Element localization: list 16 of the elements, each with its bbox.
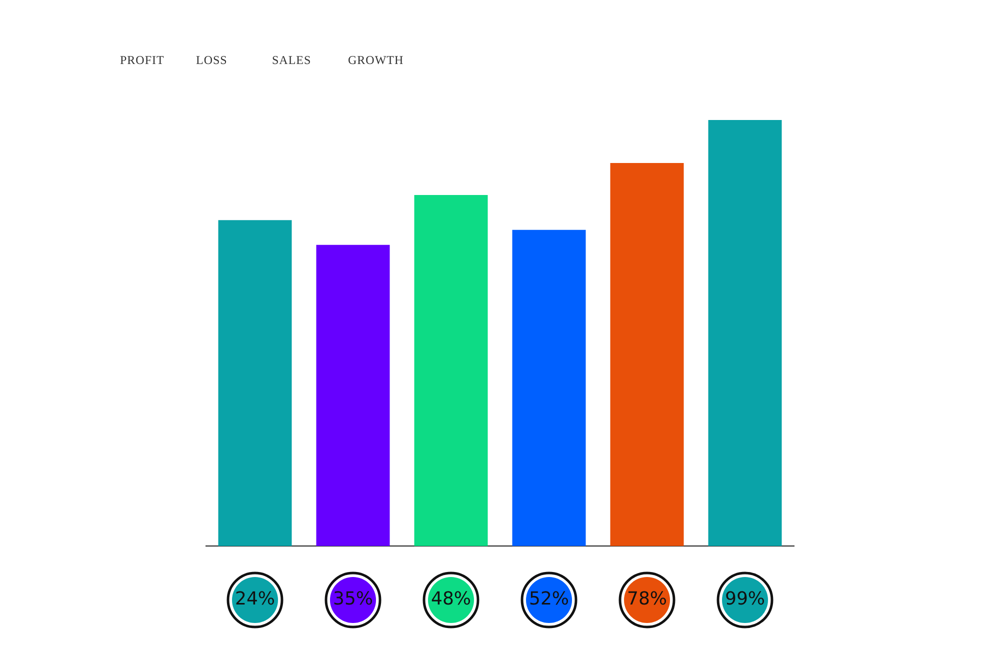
x-tick-label: 99% — [724, 588, 766, 610]
bar — [316, 244, 390, 546]
x-tick-label: 48% — [430, 588, 472, 610]
x-tick-label: 78% — [626, 588, 668, 610]
text: GROWTH — [348, 53, 404, 68]
bar — [218, 220, 292, 546]
bar — [708, 120, 782, 546]
bar — [512, 230, 586, 546]
text: SALES — [272, 53, 312, 68]
x-tick-label: 35% — [332, 588, 374, 610]
bar — [414, 194, 488, 546]
x-tick-label: 24% — [234, 588, 276, 610]
text: PROFIT — [120, 53, 164, 68]
text: LOSS — [196, 53, 228, 68]
x-tick-label: 52% — [528, 588, 570, 610]
bar — [610, 163, 684, 546]
